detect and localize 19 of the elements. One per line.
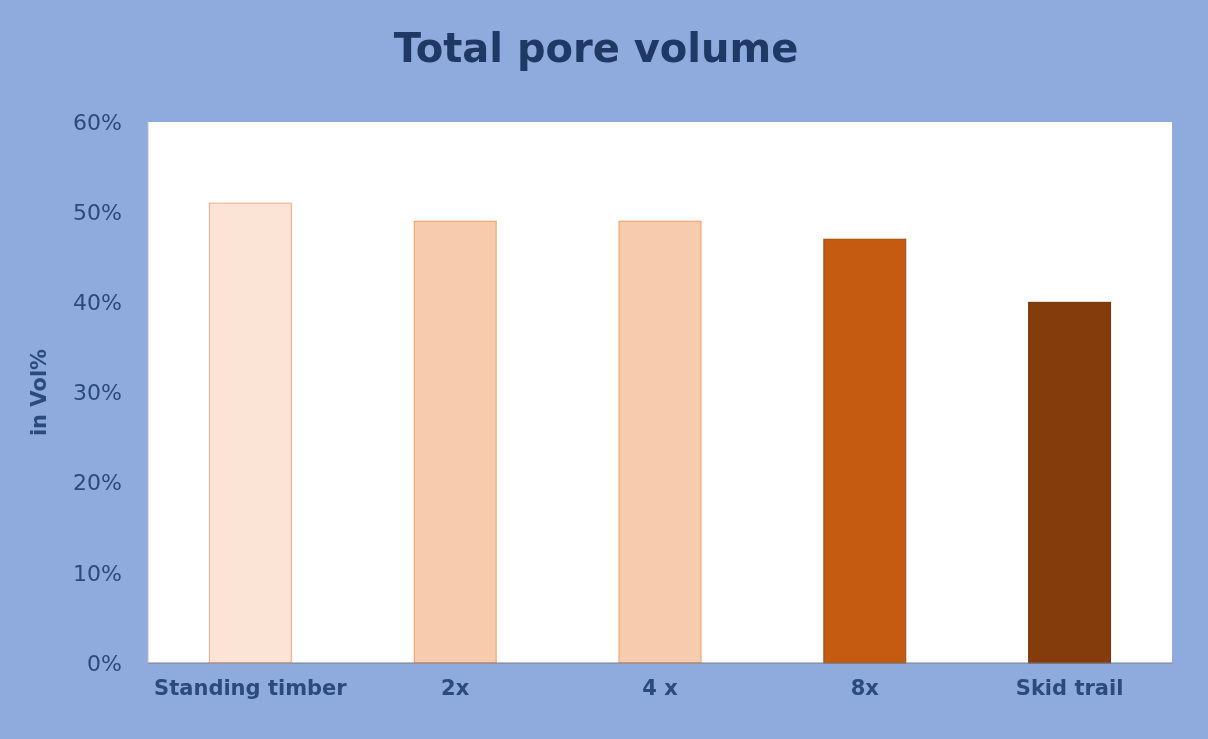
bar bbox=[1028, 301, 1112, 664]
y-tick-label: 40% bbox=[73, 290, 122, 316]
y-tick-label: 10% bbox=[73, 560, 122, 586]
chart-title: Total pore volume bbox=[393, 25, 799, 71]
y-tick-label: 60% bbox=[73, 109, 122, 135]
x-tick-label: 8x bbox=[850, 676, 880, 700]
y-tick-label: 0% bbox=[87, 650, 122, 676]
bar bbox=[618, 220, 702, 664]
y-axis-title: in Vol% bbox=[27, 348, 51, 437]
bar bbox=[823, 238, 907, 664]
x-tick-label: 2x bbox=[441, 676, 470, 700]
bar bbox=[413, 220, 497, 664]
x-tick-label: Standing timber bbox=[154, 676, 348, 700]
x-tick-label: Skid trail bbox=[1015, 676, 1124, 700]
y-tick-label: 20% bbox=[73, 470, 122, 496]
y-tick-label: 30% bbox=[73, 380, 122, 406]
bar bbox=[208, 202, 292, 664]
y-tick-label: 50% bbox=[73, 199, 122, 225]
x-tick-label: 4 x bbox=[642, 676, 679, 700]
